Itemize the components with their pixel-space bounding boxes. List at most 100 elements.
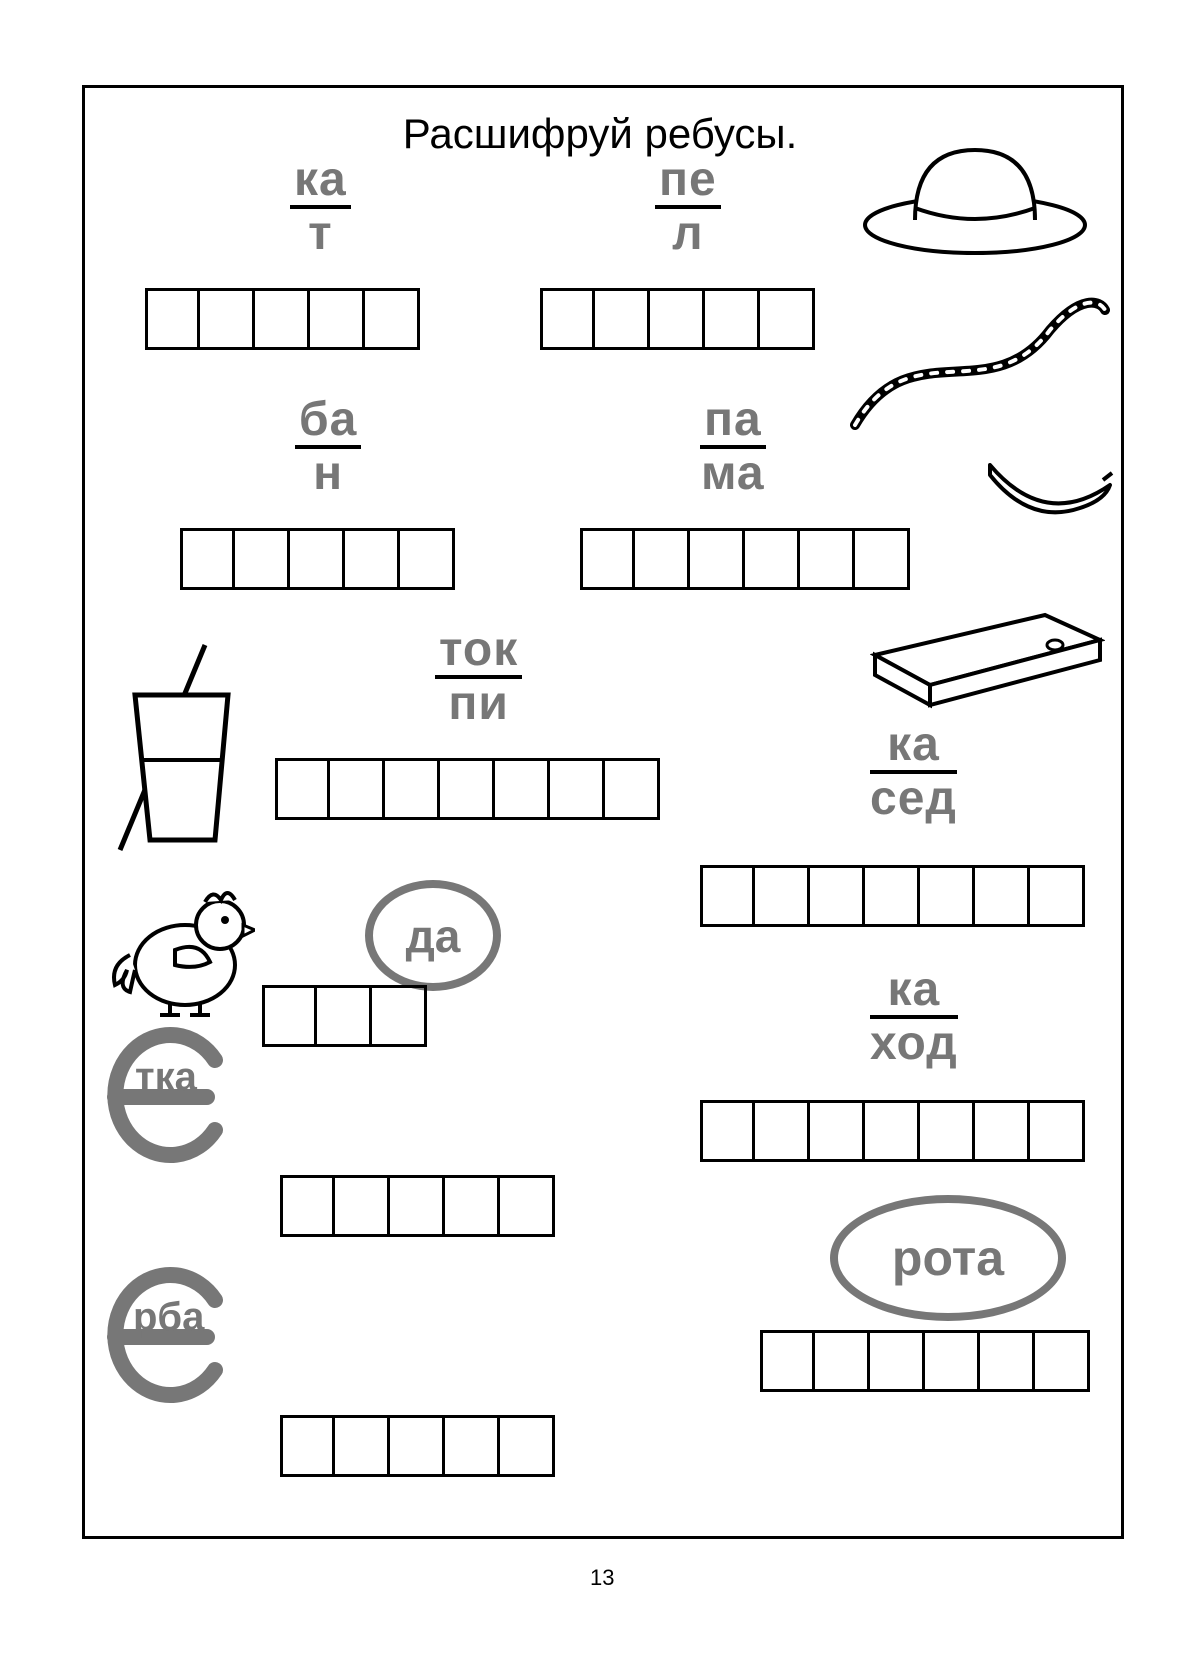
clue-text: рба [133, 1295, 204, 1340]
answer-cell[interactable] [180, 528, 235, 590]
answer-cell[interactable] [445, 1415, 500, 1477]
answer-cell[interactable] [980, 1330, 1035, 1392]
answer-grid[interactable] [700, 1100, 1085, 1162]
rebus-clue-oval-rota: рота [830, 1195, 1066, 1321]
answer-cell[interactable] [335, 1415, 390, 1477]
clue-bot: ма [700, 449, 766, 499]
rope-icon [850, 290, 1110, 440]
rebus-clue-bigE-1: тка [95, 1025, 235, 1165]
answer-cell[interactable] [145, 288, 200, 350]
answer-grid[interactable] [262, 985, 427, 1047]
answer-cell[interactable] [755, 865, 810, 927]
answer-cell[interactable] [335, 1175, 390, 1237]
answer-cell[interactable] [920, 865, 975, 927]
answer-grid[interactable] [275, 758, 660, 820]
answer-cell[interactable] [500, 1415, 555, 1477]
answer-cell[interactable] [815, 1330, 870, 1392]
answer-grid[interactable] [580, 528, 910, 590]
answer-cell[interactable] [385, 758, 440, 820]
answer-cell[interactable] [1030, 1100, 1085, 1162]
answer-cell[interactable] [650, 288, 705, 350]
rebus-clue-f2: пе л [655, 155, 721, 260]
rebus-clue-f1: ка т [290, 155, 351, 260]
answer-cell[interactable] [635, 528, 690, 590]
answer-cell[interactable] [690, 528, 745, 590]
rebus-clue-f3: ба н [295, 395, 361, 500]
answer-cell[interactable] [745, 528, 800, 590]
answer-grid[interactable] [145, 288, 420, 350]
clue-bot: ход [870, 1019, 958, 1069]
clue-top: ба [295, 395, 361, 449]
rebus-clue-f4: па ма [700, 395, 766, 500]
clue-top: па [700, 395, 766, 449]
answer-grid[interactable] [180, 528, 455, 590]
answer-cell[interactable] [310, 288, 365, 350]
answer-cell[interactable] [390, 1175, 445, 1237]
answer-cell[interactable] [700, 1100, 755, 1162]
rebus-clue-f5: ток пи [435, 625, 522, 730]
answer-cell[interactable] [500, 1175, 555, 1237]
answer-cell[interactable] [280, 1175, 335, 1237]
answer-cell[interactable] [800, 528, 855, 590]
clue-text: тка [135, 1055, 197, 1100]
answer-cell[interactable] [975, 1100, 1030, 1162]
answer-cell[interactable] [855, 528, 910, 590]
rebus-clue-f7: ка ход [870, 965, 958, 1070]
answer-cell[interactable] [330, 758, 385, 820]
answer-grid[interactable] [760, 1330, 1090, 1392]
answer-cell[interactable] [400, 528, 455, 590]
answer-cell[interactable] [200, 288, 255, 350]
answer-cell[interactable] [920, 1100, 975, 1162]
answer-cell[interactable] [870, 1330, 925, 1392]
answer-cell[interactable] [810, 865, 865, 927]
clue-bot: пи [435, 679, 522, 729]
answer-cell[interactable] [1035, 1330, 1090, 1392]
answer-cell[interactable] [440, 758, 495, 820]
answer-cell[interactable] [865, 865, 920, 927]
clue-top: пе [655, 155, 721, 209]
page-title: Расшифруй ребусы. [300, 110, 900, 158]
rebus-clue-bigE-2: рба [95, 1265, 235, 1405]
answer-cell[interactable] [290, 528, 345, 590]
answer-cell[interactable] [365, 288, 420, 350]
answer-cell[interactable] [705, 288, 760, 350]
answer-cell[interactable] [580, 528, 635, 590]
answer-cell[interactable] [262, 985, 317, 1047]
answer-cell[interactable] [317, 985, 372, 1047]
clue-bot: л [655, 209, 721, 259]
clue-bot: т [290, 209, 351, 259]
answer-cell[interactable] [372, 985, 427, 1047]
answer-grid[interactable] [280, 1415, 555, 1477]
answer-cell[interactable] [345, 528, 400, 590]
answer-cell[interactable] [255, 288, 310, 350]
clue-top: ток [435, 625, 522, 679]
answer-cell[interactable] [540, 288, 595, 350]
answer-cell[interactable] [865, 1100, 920, 1162]
clue-text: да [406, 909, 461, 963]
answer-cell[interactable] [760, 288, 815, 350]
answer-cell[interactable] [595, 288, 650, 350]
answer-cell[interactable] [445, 1175, 500, 1237]
answer-grid[interactable] [700, 865, 1085, 927]
answer-cell[interactable] [605, 758, 660, 820]
answer-cell[interactable] [280, 1415, 335, 1477]
rebus-clue-oval-da: да [365, 880, 501, 991]
answer-cell[interactable] [390, 1415, 445, 1477]
answer-cell[interactable] [1030, 865, 1085, 927]
answer-cell[interactable] [495, 758, 550, 820]
glass-with-straw-icon [100, 640, 240, 860]
answer-cell[interactable] [275, 758, 330, 820]
answer-cell[interactable] [550, 758, 605, 820]
answer-cell[interactable] [760, 1330, 815, 1392]
answer-cell[interactable] [700, 865, 755, 927]
answer-grid[interactable] [540, 288, 815, 350]
answer-cell[interactable] [235, 528, 290, 590]
banana-icon [985, 440, 1115, 520]
answer-cell[interactable] [755, 1100, 810, 1162]
hat-icon [860, 130, 1090, 260]
answer-grid[interactable] [280, 1175, 555, 1237]
answer-cell[interactable] [975, 865, 1030, 927]
answer-cell[interactable] [925, 1330, 980, 1392]
answer-cell[interactable] [810, 1100, 865, 1162]
hen-icon [105, 870, 255, 1020]
